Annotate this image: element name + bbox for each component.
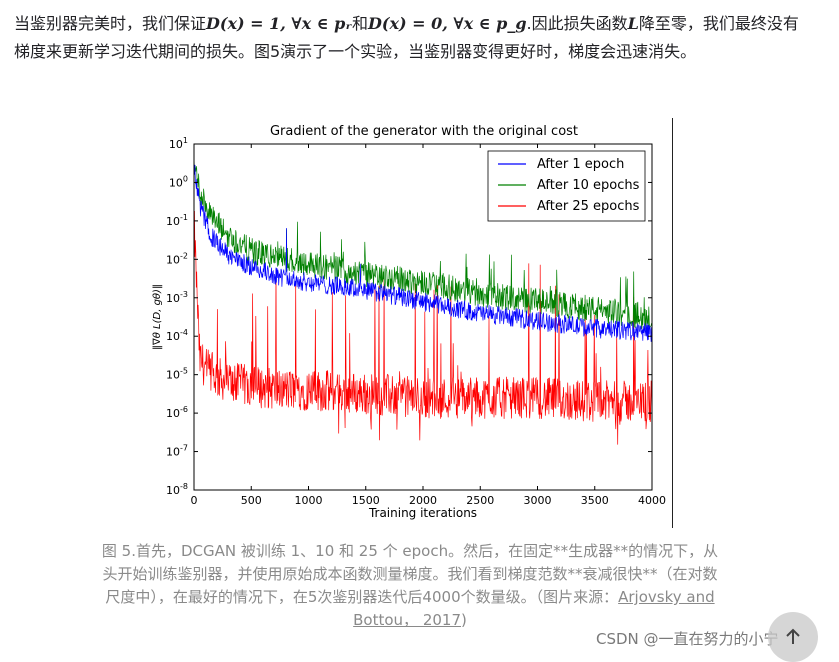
legend-box — [487, 150, 646, 222]
caption-source-link[interactable]: Arjovsky and Bottou， 2017 — [353, 588, 715, 629]
chart-legend: After 1 epoch After 10 epochs After 25 epo… — [487, 150, 646, 222]
x-axis-label: Training iterations — [368, 506, 477, 520]
paragraph-text-3: .因此损失函数 — [526, 14, 628, 33]
y-tick-label: 10-6 — [166, 405, 188, 420]
paragraph-text-4: 降至零，我们最终没有梯度来更新学习迭代期间的损失。图5演示了一个实验，当鉴别器变… — [14, 14, 799, 61]
x-tick-label: 0 — [191, 494, 198, 507]
series-line-1 — [194, 158, 652, 342]
legend-label-2: After 10 epochs — [537, 178, 640, 193]
y-tick-label: 10-4 — [166, 328, 188, 343]
gradient-chart: Gradient of the generator with the origi… — [152, 124, 666, 520]
math-discriminator-fake: D(x) = 0, ∀x ∈ p_g — [368, 14, 527, 33]
series-line-3 — [194, 210, 652, 445]
figure-right-border — [672, 118, 673, 528]
caption-close: ) — [461, 611, 467, 629]
legend-label-1: After 1 epoch — [537, 157, 624, 172]
y-tick-label: 10-3 — [166, 290, 188, 305]
y-tick-label: 10-2 — [166, 251, 188, 266]
x-tick-label: 3000 — [524, 494, 552, 507]
body-paragraph: 当鉴别器完美时，我们保证D(x) = 1, ∀x ∈ pᵣ和D(x) = 0, … — [14, 10, 814, 66]
y-tick-label: 10-7 — [166, 444, 188, 459]
back-to-top-button[interactable] — [768, 612, 818, 662]
legend-label-3: After 25 epochs — [537, 199, 640, 214]
arrow-up-icon — [786, 628, 800, 644]
csdn-watermark: CSDN @一直在努力的小宁 — [596, 630, 779, 648]
y-tick-label: 101 — [169, 136, 188, 151]
y-tick-label: 10-1 — [166, 213, 188, 228]
caption-text: 图 5.首先，DCGAN 被训练 1、10 和 25 个 epoch。然后，在固… — [101, 542, 719, 606]
x-tick-label: 1500 — [352, 494, 380, 507]
paragraph-text-1: 当鉴别器完美时，我们保证 — [14, 14, 207, 33]
y-tick-label: 10-5 — [166, 367, 188, 382]
math-discriminator-real: D(x) = 1, ∀x ∈ pᵣ — [206, 14, 352, 33]
chart-title: Gradient of the generator with the origi… — [270, 124, 578, 139]
gradient-chart-figure: Gradient of the generator with the origi… — [148, 118, 676, 530]
y-axis-label: ‖∇θ L(D, gθ)‖ — [152, 284, 163, 350]
x-tick-label: 500 — [241, 494, 262, 507]
math-loss-symbol: L — [627, 14, 639, 33]
y-tick-label: 100 — [169, 174, 188, 189]
paragraph-text-2: 和 — [351, 14, 368, 33]
x-tick-label: 1000 — [295, 494, 323, 507]
y-tick-label: 10-8 — [166, 482, 188, 497]
x-tick-label: 2000 — [409, 494, 437, 507]
x-tick-label: 2500 — [466, 494, 494, 507]
figure-caption: 图 5.首先，DCGAN 被训练 1、10 和 25 个 epoch。然后，在固… — [100, 540, 720, 632]
series-line-2 — [194, 155, 652, 330]
x-tick-label: 3500 — [581, 494, 609, 507]
x-tick-label: 4000 — [638, 494, 666, 507]
